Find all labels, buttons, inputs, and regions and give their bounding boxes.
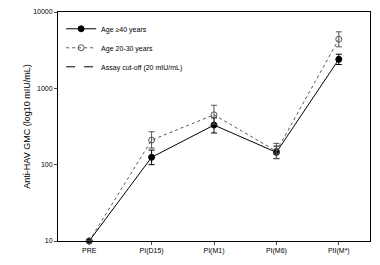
svg-text:Age ≥40 years: Age ≥40 years <box>101 26 147 34</box>
svg-text:Age 20-30 years: Age 20-30 years <box>101 45 153 53</box>
svg-text:Anti-HAV GMC (log10 mIU/mL): Anti-HAV GMC (log10 mIU/mL) <box>22 64 32 188</box>
svg-text:PII(M*): PII(M*) <box>328 247 350 255</box>
svg-text:PI(D15): PI(D15) <box>140 247 164 255</box>
svg-text:1000: 1000 <box>37 85 53 92</box>
svg-text:PI(M1): PI(M1) <box>204 247 225 255</box>
svg-text:100: 100 <box>41 161 53 168</box>
svg-text:PRE: PRE <box>82 247 97 254</box>
svg-text:10: 10 <box>45 237 53 244</box>
svg-text:PI(M6): PI(M6) <box>266 247 287 255</box>
svg-text:Assay cut-off (20 mIU/mL): Assay cut-off (20 mIU/mL) <box>101 64 182 72</box>
svg-text:10000: 10000 <box>33 8 53 15</box>
